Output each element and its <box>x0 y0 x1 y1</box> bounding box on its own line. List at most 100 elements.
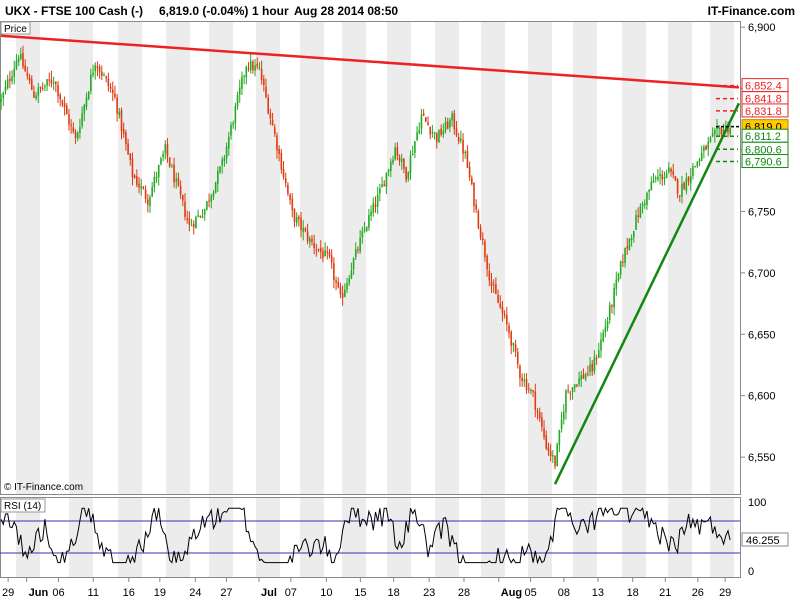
candle <box>403 157 405 174</box>
candle-body <box>118 111 121 116</box>
x-tick-label: Aug <box>501 587 522 599</box>
candle-body <box>350 270 353 279</box>
candle <box>587 365 589 377</box>
candle <box>674 175 677 181</box>
candle-body <box>234 106 237 124</box>
candle <box>87 90 90 101</box>
candle <box>409 150 412 180</box>
candle-body <box>641 203 644 206</box>
candle-body <box>416 132 418 141</box>
candle <box>527 383 530 394</box>
candle-body <box>249 61 252 71</box>
candle-body <box>665 173 668 178</box>
candle <box>153 171 156 193</box>
candle <box>142 185 145 190</box>
candle <box>689 167 692 191</box>
candle <box>195 215 197 229</box>
day-band <box>166 21 190 494</box>
candle <box>57 81 59 104</box>
candle <box>22 45 24 70</box>
candle <box>516 348 519 369</box>
day-band <box>300 497 324 577</box>
candle-body <box>431 132 434 134</box>
candle-body <box>267 97 269 114</box>
x-tick-label: Jul <box>261 587 277 599</box>
candle-body <box>4 86 7 92</box>
candle <box>232 120 234 129</box>
candle <box>315 243 318 257</box>
candle-body <box>490 281 493 287</box>
candle <box>118 108 121 119</box>
candle-body <box>308 238 311 243</box>
day-band <box>118 21 142 494</box>
x-tick-label: 06 <box>52 587 64 599</box>
candle <box>538 407 541 422</box>
candle-body <box>374 204 377 207</box>
candle-body <box>501 307 504 314</box>
candle <box>622 254 624 267</box>
support-level-box <box>741 154 789 169</box>
day-band <box>209 21 233 494</box>
candle <box>389 158 392 178</box>
candle-body <box>46 79 48 86</box>
candle <box>626 238 629 255</box>
candle-body <box>13 68 16 77</box>
candle <box>129 153 132 166</box>
day-band <box>528 21 552 494</box>
support-level-text: 6,811.2 <box>745 131 781 143</box>
x-tick-label: 19 <box>154 587 166 599</box>
candle <box>554 454 556 470</box>
candle <box>243 74 245 84</box>
candle-body <box>440 128 442 135</box>
candle <box>429 126 432 140</box>
candle <box>136 169 138 188</box>
candle-body <box>365 226 368 231</box>
candle-body <box>639 206 642 218</box>
candle-body <box>101 71 103 76</box>
candle <box>155 171 158 184</box>
candle-body <box>363 229 366 231</box>
candle-body <box>328 252 331 256</box>
candle-body <box>558 429 561 445</box>
candle <box>199 215 202 219</box>
candle <box>479 224 482 241</box>
candle <box>133 174 136 179</box>
candle <box>418 122 421 135</box>
candle-body <box>188 218 191 225</box>
price-panel: 6,9006,8506,8006,7506,7006,6506,6006,550… <box>0 21 789 495</box>
resistance-level-label: 6,841.8 <box>741 91 789 106</box>
candle <box>696 160 699 169</box>
candle <box>166 138 169 163</box>
candle <box>560 411 563 433</box>
candle <box>492 279 495 293</box>
candle <box>116 93 118 122</box>
candle-body <box>263 78 265 86</box>
candle <box>442 123 445 138</box>
candle-body <box>306 231 309 242</box>
candle <box>68 108 70 131</box>
candle-body <box>90 74 92 92</box>
candle <box>678 194 681 203</box>
candle <box>328 249 331 259</box>
candle-body <box>681 183 683 197</box>
candle <box>514 339 517 358</box>
candle-body <box>516 351 519 365</box>
candle <box>455 121 458 138</box>
candle-body <box>578 378 580 385</box>
candle-body <box>136 176 138 185</box>
candle <box>663 171 666 186</box>
candle-body <box>560 419 563 429</box>
candle-body <box>153 176 156 188</box>
day-band <box>435 21 459 494</box>
header-datetime: Aug 28 2014 08:50 <box>294 4 398 18</box>
candle <box>335 276 337 291</box>
rsi-panel: 100 0 RSI (14) 46.255 <box>0 497 789 578</box>
candle-body <box>140 186 143 189</box>
candle-body <box>293 209 296 222</box>
price-tick-label: 6,700 <box>748 268 776 280</box>
candle-body <box>650 181 653 191</box>
candle <box>179 180 182 200</box>
candle <box>501 301 504 322</box>
candle <box>324 242 326 257</box>
rsi-label-box <box>0 498 46 513</box>
